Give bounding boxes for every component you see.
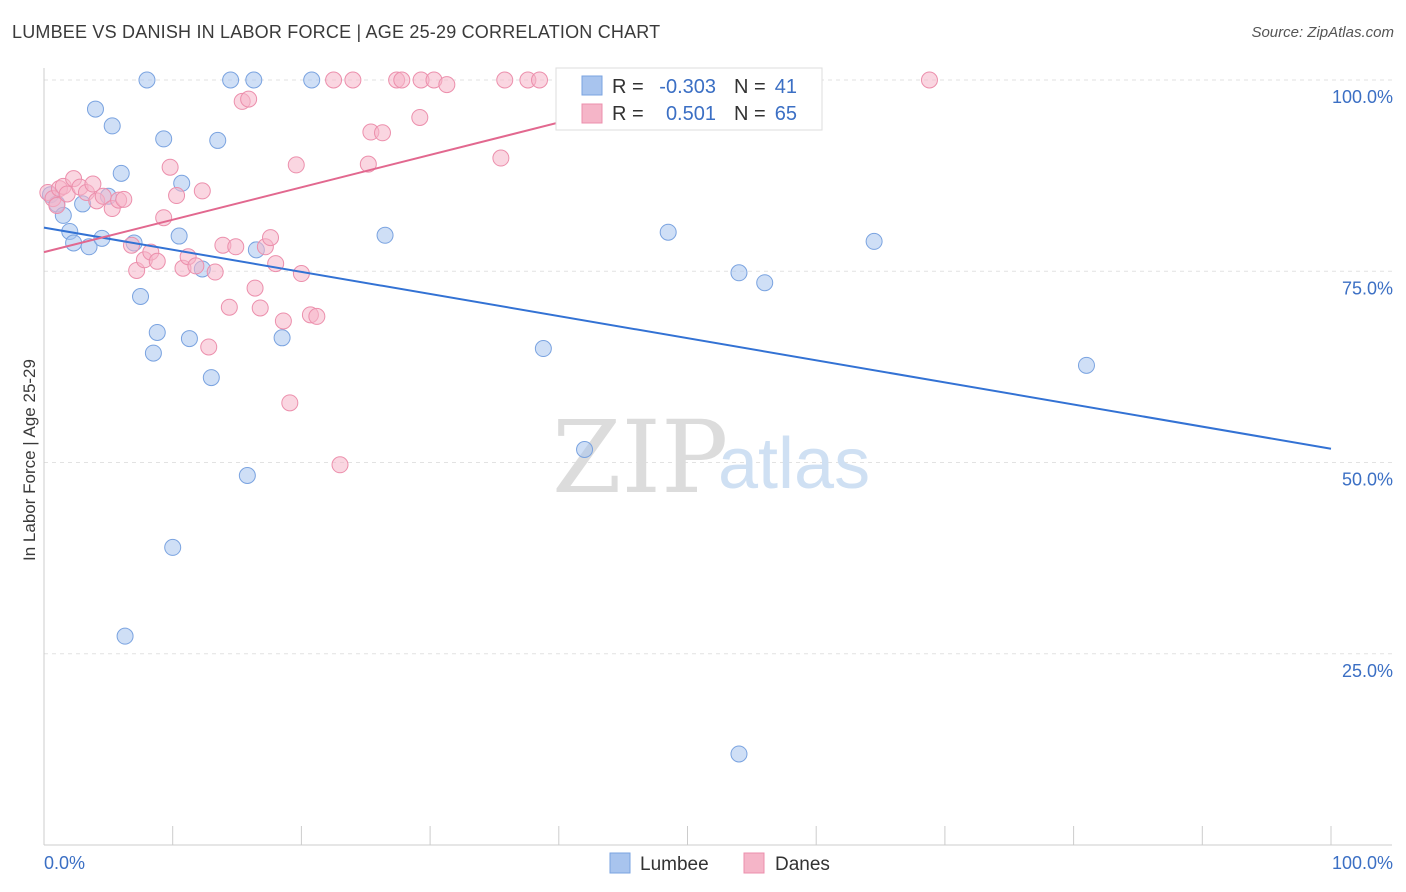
- y-axis-label: In Labor Force | Age 25-29: [20, 359, 39, 561]
- danes-point: [281, 394, 299, 412]
- watermark-atlas: atlas: [718, 424, 870, 504]
- lumbee-point: [138, 71, 156, 89]
- lumbee-point: [164, 538, 182, 556]
- lumbee-point: [103, 117, 121, 135]
- danes-point: [220, 298, 238, 316]
- lumbee-point: [238, 467, 256, 485]
- danes-point: [308, 307, 326, 325]
- lumbee-point: [209, 131, 227, 149]
- danes-point: [393, 71, 411, 89]
- lumbee-trend-line: [43, 226, 1332, 450]
- danes-point: [438, 76, 456, 94]
- lumbee-n-value: 41: [775, 76, 797, 98]
- y-tick-label-75: 75.0%: [1342, 278, 1393, 298]
- danes-point: [411, 108, 429, 126]
- danes-point: [200, 338, 218, 356]
- danes-point: [246, 279, 264, 297]
- axes: [43, 68, 1392, 846]
- danes-point: [115, 190, 133, 208]
- danes-point: [496, 71, 514, 89]
- danes-point: [344, 71, 362, 89]
- lumbee-point: [132, 287, 150, 305]
- danes-point: [240, 90, 258, 108]
- lumbee-point: [144, 344, 162, 362]
- x-tick-label-min: 0.0%: [44, 853, 85, 873]
- lumbee-n-label: N =: [734, 76, 766, 98]
- lumbee-point: [202, 369, 220, 387]
- danes-point: [148, 252, 166, 270]
- danes-point: [492, 149, 510, 167]
- chart-title: LUMBEE VS DANISH IN LABOR FORCE | AGE 25…: [12, 22, 661, 42]
- danes-point: [274, 312, 292, 330]
- danes-point: [48, 196, 66, 214]
- danes-point: [206, 263, 224, 281]
- lumbee-point: [659, 223, 677, 241]
- lumbee-r-value: -0.303: [659, 76, 716, 98]
- lumbee-point: [865, 232, 883, 250]
- y-tick-label-50: 50.0%: [1342, 470, 1393, 490]
- danes-point: [287, 156, 305, 174]
- watermark-zip: ZIP: [552, 399, 728, 516]
- data-points: [39, 71, 1095, 763]
- grid-lines: [44, 79, 1392, 655]
- danes-n-label: N =: [734, 103, 766, 125]
- lumbee-point: [576, 440, 594, 458]
- danes-n-value: 65: [775, 103, 797, 125]
- lumbee-stats-swatch: [581, 75, 603, 96]
- danes-point: [193, 182, 211, 200]
- lumbee-point: [1077, 356, 1095, 374]
- watermark: ZIP atlas: [552, 399, 870, 516]
- lumbee-point: [376, 226, 394, 244]
- legend-label-lumbee: Lumbee: [640, 854, 709, 875]
- lumbee-point: [756, 274, 774, 292]
- danes-point: [227, 238, 245, 256]
- danes-r-label: R =: [612, 103, 644, 125]
- stats-legend: R = -0.303 N = 41 R = 0.501 N = 65: [555, 67, 823, 131]
- lumbee-point: [273, 329, 291, 347]
- danes-point: [359, 155, 377, 173]
- lumbee-point: [245, 71, 263, 89]
- bottom-legend: Lumbee Danes: [609, 852, 830, 875]
- danes-points: [39, 71, 938, 474]
- danes-point: [530, 71, 548, 89]
- lumbee-point: [86, 100, 104, 118]
- danes-point: [84, 175, 102, 193]
- tick-labels: 25.0% 50.0% 75.0% 100.0% 0.0% 100.0%: [44, 87, 1393, 873]
- legend-swatch-lumbee: [609, 852, 631, 874]
- lumbee-point: [112, 164, 130, 182]
- lumbee-point: [303, 71, 321, 89]
- lumbee-point: [730, 745, 748, 763]
- y-tick-label-100: 100.0%: [1332, 87, 1393, 107]
- danes-point: [331, 456, 349, 474]
- y-tick-label-25: 25.0%: [1342, 661, 1393, 681]
- lumbee-point: [534, 340, 552, 358]
- lumbee-points: [41, 71, 1095, 763]
- lumbee-point: [116, 627, 134, 645]
- danes-point: [373, 124, 391, 142]
- lumbee-point: [155, 130, 173, 148]
- danes-point: [187, 257, 205, 275]
- lumbee-r-label: R =: [612, 76, 644, 98]
- danes-point: [161, 158, 179, 176]
- danes-r-value: 0.501: [666, 103, 716, 125]
- lumbee-point: [180, 330, 198, 348]
- x-tick-label-max: 100.0%: [1332, 853, 1393, 873]
- danes-stats-swatch: [581, 103, 603, 124]
- lumbee-point: [170, 227, 188, 245]
- legend-label-danes: Danes: [775, 854, 830, 875]
- legend-swatch-danes: [743, 852, 765, 874]
- lumbee-point: [730, 264, 748, 282]
- danes-point: [262, 229, 280, 247]
- danes-point: [168, 187, 186, 205]
- danes-point: [123, 236, 141, 254]
- danes-point: [251, 299, 269, 317]
- source-credit: Source: ZipAtlas.com: [1251, 24, 1394, 41]
- danes-point: [325, 71, 343, 89]
- danes-point: [920, 71, 938, 89]
- lumbee-point: [148, 323, 166, 341]
- lumbee-point: [222, 71, 240, 89]
